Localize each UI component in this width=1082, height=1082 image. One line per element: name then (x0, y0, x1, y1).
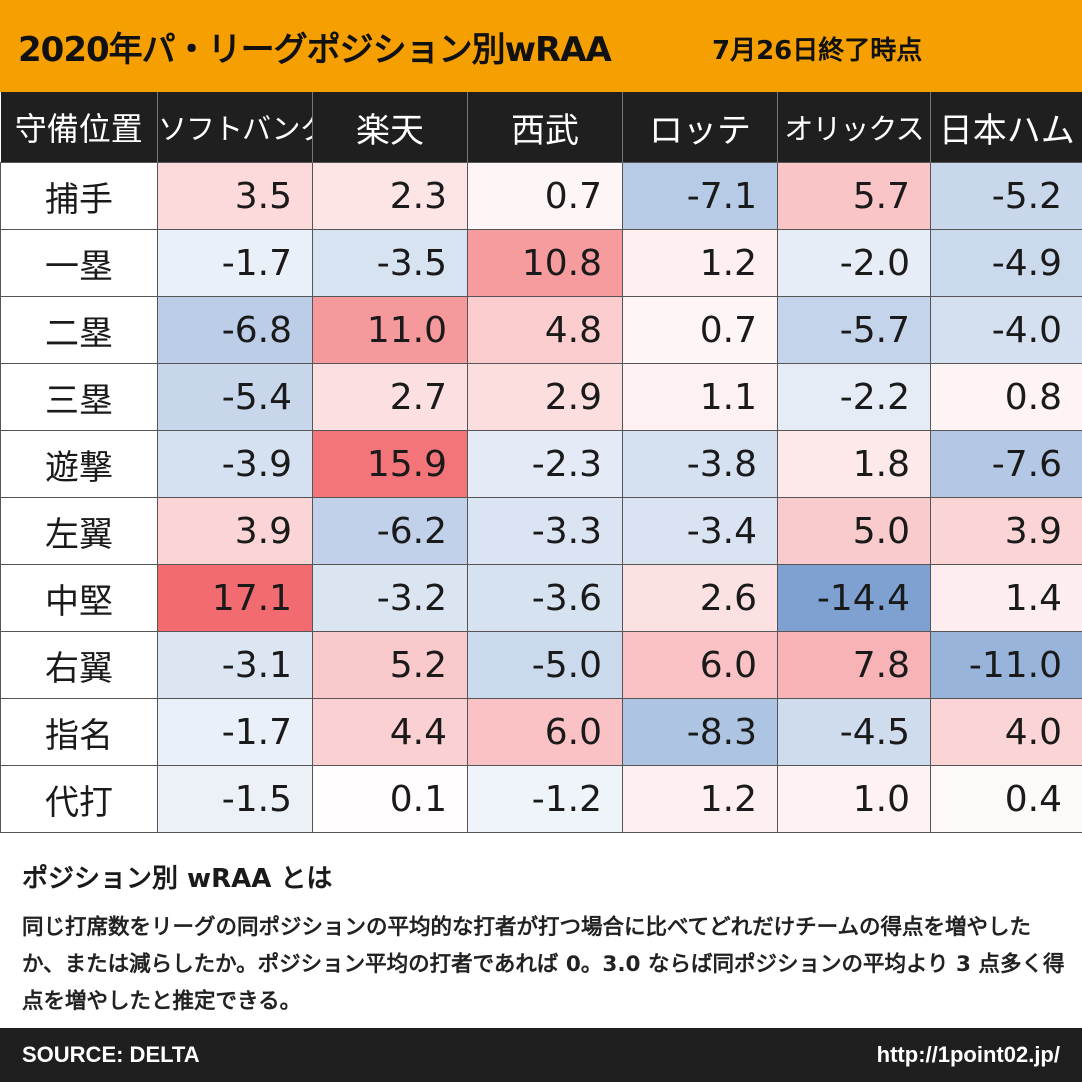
wraa-cell: 5.0 (777, 497, 931, 565)
wraa-cell: 0.8 (930, 363, 1082, 431)
wraa-cell: -3.8 (622, 430, 778, 498)
wraa-cell: -1.2 (467, 765, 623, 833)
wraa-cell: 0.4 (930, 765, 1082, 833)
wraa-cell: -5.2 (930, 162, 1082, 230)
wraa-cell: 4.4 (312, 698, 468, 766)
wraa-cell: -1.7 (157, 229, 313, 297)
wraa-cell: -8.3 (622, 698, 778, 766)
team-header: オリックス (777, 92, 931, 163)
wraa-cell: -1.5 (157, 765, 313, 833)
footer: SOURCE: DELTA http://1point02.jp/ (0, 1028, 1082, 1082)
wraa-cell: -2.3 (467, 430, 623, 498)
explanation-body: 同じ打席数をリーグの同ポジションの平均的な打者が打つ場合に比べてどれだけチームの… (22, 915, 1065, 1014)
team-header: 日本ハム (930, 92, 1082, 163)
wraa-cell: -7.1 (622, 162, 778, 230)
wraa-cell: 3.9 (157, 497, 313, 565)
position-label: 右翼 (0, 631, 158, 699)
wraa-cell: -1.7 (157, 698, 313, 766)
table-row: 代打 -1.5 0.1 -1.2 1.2 1.0 0.4 (0, 765, 1082, 833)
wraa-cell: -3.9 (157, 430, 313, 498)
table-header-row: 守備位置 ソフトバンク 楽天 西武 ロッテ オリックス 日本ハム (0, 92, 1082, 163)
wraa-cell: 15.9 (312, 430, 468, 498)
team-header: ソフトバンク (157, 92, 313, 163)
wraa-cell: -7.6 (930, 430, 1082, 498)
wraa-cell: 6.0 (467, 698, 623, 766)
wraa-cell: 0.7 (622, 296, 778, 364)
wraa-cell: -3.4 (622, 497, 778, 565)
wraa-cell: 1.4 (930, 564, 1082, 632)
wraa-cell: -5.0 (467, 631, 623, 699)
source-label: SOURCE: DELTA (22, 1042, 200, 1067)
wraa-cell: 4.0 (930, 698, 1082, 766)
wraa-cell: 11.0 (312, 296, 468, 364)
position-label: 捕手 (0, 162, 158, 230)
wraa-cell: -6.8 (157, 296, 313, 364)
position-label: 代打 (0, 765, 158, 833)
wraa-cell: -5.4 (157, 363, 313, 431)
source-url[interactable]: http://1point02.jp/ (876, 1042, 1060, 1067)
wraa-cell: 17.1 (157, 564, 313, 632)
wraa-cell: 2.9 (467, 363, 623, 431)
table-row: 二塁 -6.8 11.0 4.8 0.7 -5.7 -4.0 (0, 296, 1082, 364)
wraa-cell: -2.0 (777, 229, 931, 297)
corner-header: 守備位置 (0, 92, 158, 163)
wraa-cell: 1.8 (777, 430, 931, 498)
table-row: 右翼 -3.1 5.2 -5.0 6.0 7.8 -11.0 (0, 631, 1082, 699)
wraa-cell: 2.3 (312, 162, 468, 230)
wraa-cell: -11.0 (930, 631, 1082, 699)
team-header: 楽天 (312, 92, 468, 163)
wraa-cell: 5.7 (777, 162, 931, 230)
wraa-cell: -2.2 (777, 363, 931, 431)
wraa-cell: -5.7 (777, 296, 931, 364)
wraa-cell: 1.0 (777, 765, 931, 833)
explanation-title: ポジション別 wRAA とは (22, 864, 333, 894)
table-row: 左翼 3.9 -6.2 -3.3 -3.4 5.0 3.9 (0, 497, 1082, 565)
wraa-cell: -14.4 (777, 564, 931, 632)
position-label: 一塁 (0, 229, 158, 297)
wraa-cell: 1.1 (622, 363, 778, 431)
table-row: 一塁 -1.7 -3.5 10.8 1.2 -2.0 -4.9 (0, 229, 1082, 297)
wraa-cell: 2.7 (312, 363, 468, 431)
wraa-cell: -3.2 (312, 564, 468, 632)
table-row: 三塁 -5.4 2.7 2.9 1.1 -2.2 0.8 (0, 363, 1082, 431)
table-row: 捕手 3.5 2.3 0.7 -7.1 5.7 -5.2 (0, 162, 1082, 230)
explanation: ポジション別 wRAA とは 同じ打席数をリーグの同ポジションの平均的な打者が打… (22, 858, 1067, 1020)
wraa-cell: 10.8 (467, 229, 623, 297)
table-row: 遊撃 -3.9 15.9 -2.3 -3.8 1.8 -7.6 (0, 430, 1082, 498)
wraa-cell: -3.3 (467, 497, 623, 565)
wraa-table: 守備位置 ソフトバンク 楽天 西武 ロッテ オリックス 日本ハム 捕手 3.5 2.… (0, 92, 1082, 833)
wraa-cell: 1.2 (622, 229, 778, 297)
wraa-cell: 3.5 (157, 162, 313, 230)
team-header: ロッテ (622, 92, 778, 163)
wraa-cell: 0.7 (467, 162, 623, 230)
position-label: 中堅 (0, 564, 158, 632)
position-label: 左翼 (0, 497, 158, 565)
team-header: 西武 (467, 92, 623, 163)
table-row: 中堅 17.1 -3.2 -3.6 2.6 -14.4 1.4 (0, 564, 1082, 632)
wraa-cell: 7.8 (777, 631, 931, 699)
page-title: 2020年パ・リーグポジション別wRAA (18, 30, 612, 70)
position-label: 指名 (0, 698, 158, 766)
wraa-cell: -3.1 (157, 631, 313, 699)
wraa-cell: 0.1 (312, 765, 468, 833)
wraa-cell: -4.5 (777, 698, 931, 766)
wraa-cell: -4.0 (930, 296, 1082, 364)
table-row: 指名 -1.7 4.4 6.0 -8.3 -4.5 4.0 (0, 698, 1082, 766)
wraa-cell: -3.6 (467, 564, 623, 632)
wraa-cell: 4.8 (467, 296, 623, 364)
page-subtitle: 7月26日終了時点 (712, 36, 923, 66)
position-label: 遊撃 (0, 430, 158, 498)
position-label: 三塁 (0, 363, 158, 431)
title-bar: 2020年パ・リーグポジション別wRAA 7月26日終了時点 (0, 0, 1082, 92)
wraa-cell: 5.2 (312, 631, 468, 699)
wraa-cell: -4.9 (930, 229, 1082, 297)
wraa-cell: 3.9 (930, 497, 1082, 565)
wraa-cell: 1.2 (622, 765, 778, 833)
table-body: 捕手 3.5 2.3 0.7 -7.1 5.7 -5.2 一塁 -1.7 -3.5 10.8 1.2-… (0, 162, 1082, 833)
wraa-cell: 2.6 (622, 564, 778, 632)
wraa-cell: -6.2 (312, 497, 468, 565)
wraa-cell: -3.5 (312, 229, 468, 297)
wraa-cell: 6.0 (622, 631, 778, 699)
position-label: 二塁 (0, 296, 158, 364)
